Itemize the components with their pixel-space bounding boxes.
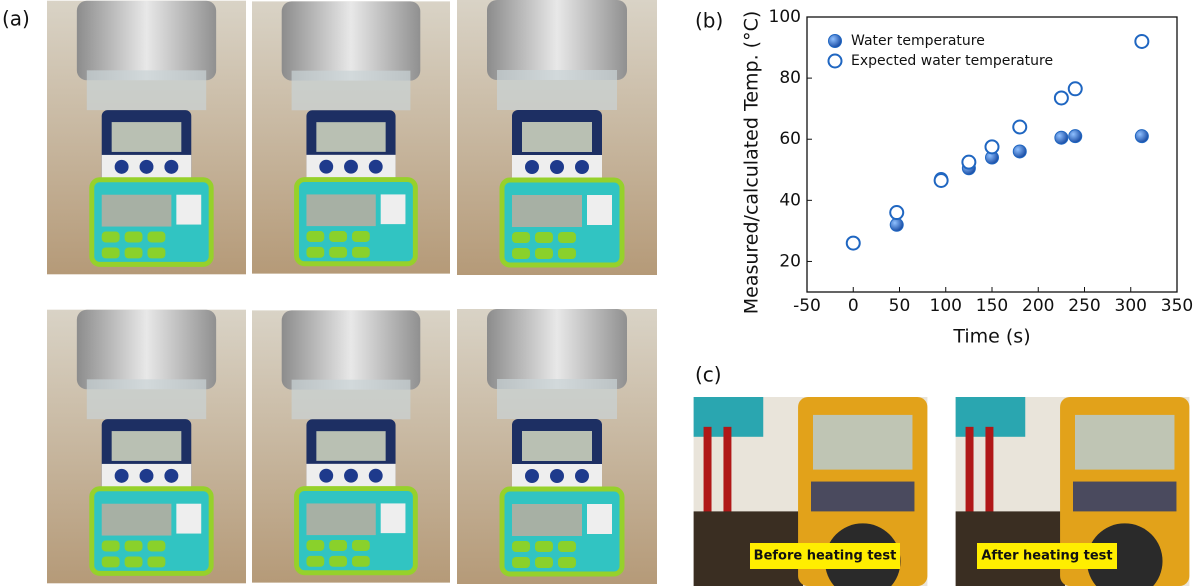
caption-box: [977, 543, 1117, 569]
point: [984, 139, 1000, 155]
point: [889, 205, 905, 221]
photo-grid: Before heating test After heating test: [47, 0, 1190, 586]
point: [1134, 33, 1150, 49]
panel-label: (b): [695, 9, 723, 33]
photo-caption: Before heating test: [754, 549, 897, 564]
x-tick-label: 350: [1161, 296, 1193, 316]
point: [1012, 119, 1028, 135]
photo: [47, 1, 246, 275]
y-tick-label: 100: [769, 7, 801, 27]
photo: [252, 1, 450, 273]
point: [1067, 81, 1083, 97]
point: [1012, 144, 1027, 159]
x-tick-label: 300: [1115, 296, 1147, 316]
legend-label: Expected water temperature: [851, 53, 1053, 69]
x-tick-label: 250: [1068, 296, 1100, 316]
x-tick-label: 100: [930, 296, 962, 316]
y-tick-label: 20: [779, 251, 801, 271]
x-tick-label: -50: [793, 296, 821, 316]
scatter-chart: -50 0 50 100 150 200 250 300 350 20 40 60 80 100 Time …: [741, 7, 1194, 348]
panel-label: (c): [695, 363, 722, 387]
point: [1134, 129, 1149, 144]
x-tick-label: 0: [848, 296, 859, 316]
caption-box: [750, 543, 900, 569]
x-tick-label: 50: [889, 296, 911, 316]
photo: [252, 310, 450, 582]
x-tick-label: 200: [1022, 296, 1054, 316]
point: [1053, 90, 1069, 106]
point: [961, 154, 977, 170]
point: [845, 235, 861, 251]
point: [1068, 129, 1083, 144]
y-axis-label: Measured/calculated Temp. (°C): [741, 11, 763, 315]
legend-marker: [828, 34, 842, 48]
photo: [457, 0, 657, 275]
panel-label: (a): [2, 7, 30, 31]
y-tick-label: 60: [779, 129, 801, 149]
legend-label: Water temperature: [851, 33, 985, 49]
legend-marker: [827, 53, 843, 69]
point: [1054, 130, 1069, 145]
point: [933, 172, 949, 188]
photo-caption: After heating test: [981, 549, 1112, 564]
y-tick-label: 40: [779, 190, 801, 210]
photo: [457, 309, 657, 584]
x-tick-label: 150: [976, 296, 1008, 316]
photo: [47, 310, 246, 584]
point: [889, 217, 904, 232]
y-tick-label: 80: [779, 68, 801, 88]
x-axis-label: Time (s): [952, 326, 1030, 348]
